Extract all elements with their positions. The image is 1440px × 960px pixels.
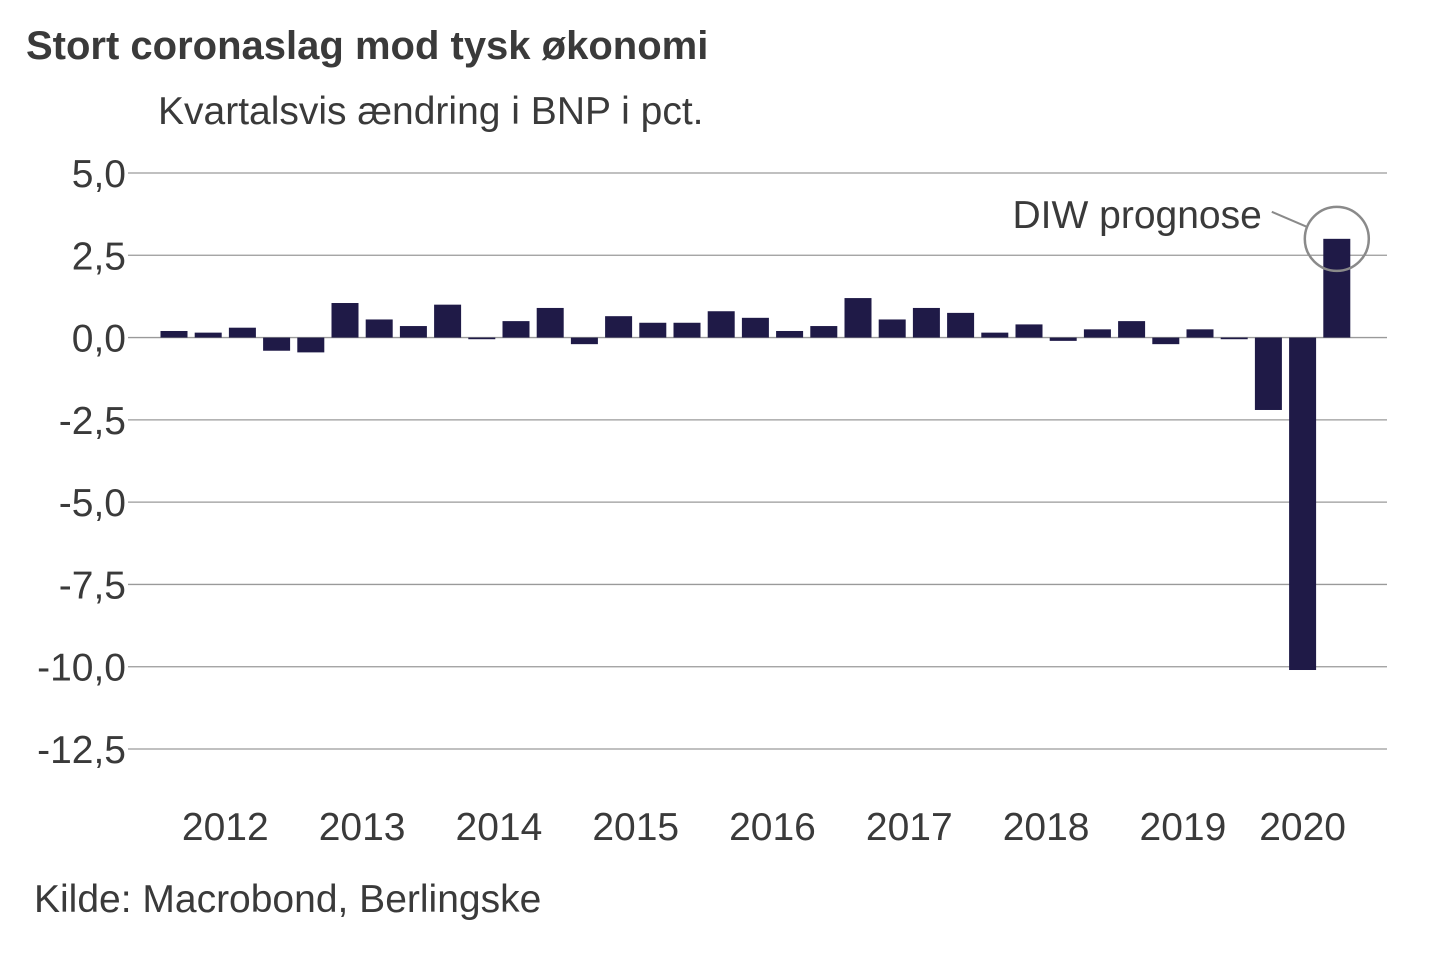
bar [570,337,598,345]
y-tick-label: -12,5 [37,729,126,772]
bar [1015,324,1043,338]
bar [810,326,838,338]
grid-lines [128,172,1387,750]
bar [434,304,462,338]
bar [331,303,359,338]
bar [673,322,701,338]
y-tick-label: -2,5 [59,400,126,443]
y-tick-label: 5,0 [72,153,126,196]
bar [399,326,427,338]
x-tick-label: 2019 [1140,806,1227,849]
bar [468,337,496,340]
source-note: Kilde: Macrobond, Berlingske [34,878,542,921]
bar [1289,337,1317,671]
bar [297,337,325,353]
bar [981,332,1009,338]
y-tick-label: -5,0 [59,482,126,525]
chart-title: Stort coronaslag mod tysk økonomi [26,24,709,68]
y-tick-label: 2,5 [72,235,126,278]
bar [707,311,735,338]
x-tick-label: 2015 [592,806,679,849]
x-tick-label: 2014 [456,806,543,849]
bar [194,332,222,338]
bar [844,298,872,338]
bar [776,330,804,338]
bars [160,238,1351,671]
x-tick-label: 2018 [1003,806,1090,849]
x-tick-label: 2020 [1259,806,1346,849]
x-tick-label: 2012 [182,806,269,849]
x-tick-label: 2013 [319,806,406,849]
bar [1220,337,1248,340]
bar [1323,238,1351,338]
bar [741,317,769,338]
chart-subtitle: Kvartalsvis ændring i BNP i pct. [158,90,704,133]
bar [947,312,975,338]
bar [1049,337,1077,341]
bar [1083,329,1111,338]
bar [365,319,393,338]
bar [536,307,564,338]
bar [228,327,256,338]
y-tick-label: -10,0 [37,647,126,690]
x-tick-label: 2016 [729,806,816,849]
bar [1254,337,1282,410]
bar [1186,329,1214,338]
bar [263,337,291,351]
bar [1118,321,1146,338]
bar [912,307,940,338]
y-axis-ticks: 5,0 2,5 0,0 -2,5 -5,0 -7,5 -10,0 -12,5 [37,153,126,772]
x-tick-label: 2017 [866,806,953,849]
forecast-highlight-circle [1303,205,1371,273]
bar [878,319,906,338]
bar [1152,337,1180,345]
x-axis-ticks: 2012 2013 2014 2015 2016 2017 2018 2019 2020 [182,806,1346,849]
y-tick-label: -7,5 [59,564,126,607]
annotation: DIW prognose [1013,194,1371,273]
y-tick-label: 0,0 [72,318,126,361]
bar [639,322,667,338]
bar [160,330,188,338]
bar [502,321,530,338]
bar [605,316,633,338]
annotation-label: DIW prognose [1013,194,1262,237]
annotation-leader-line [1271,210,1308,228]
